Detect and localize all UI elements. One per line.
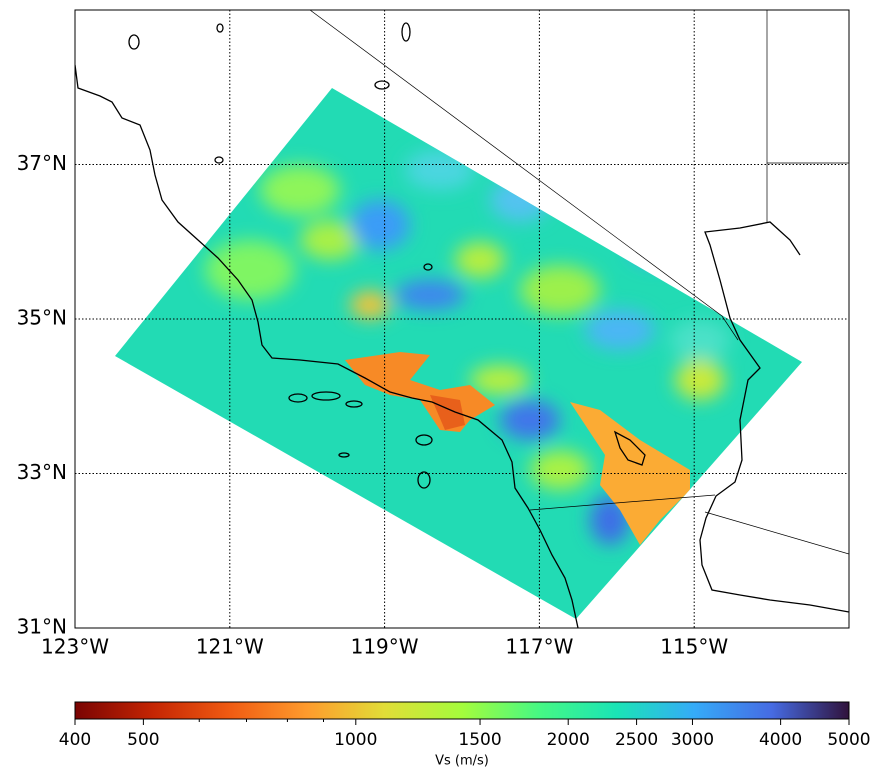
lon-tick-label: 121°W [196, 635, 264, 659]
axis-labels: 123°W 121°W 119°W 117°W 115°W 31°N 33°N 35°N 37°… [17, 151, 729, 659]
colorbar [74, 701, 850, 720]
lon-tick-label: 123°W [41, 635, 109, 659]
political-borders [309, 10, 849, 555]
colorbar-tick-label: 5000 [827, 730, 870, 750]
map-area [75, 10, 849, 628]
lat-tick-label: 33°N [17, 460, 67, 484]
colorbar-label: Vs (m/s) [435, 754, 489, 769]
colorbar-ticks: 400 500 1000 1500 2000 2500 3000 4000 5000 [59, 719, 871, 750]
colorbar-tick-label: 3000 [671, 730, 714, 750]
coastline [75, 64, 579, 628]
salton-sea [613, 430, 646, 466]
grid [74, 10, 849, 629]
colorbar-tick-label: 4000 [759, 730, 802, 750]
islands [128, 22, 433, 489]
colorbar-tick-label: 2500 [615, 730, 658, 750]
colorbar-tick-label: 400 [59, 730, 91, 750]
colorbar-tick-label: 1500 [458, 730, 501, 750]
velocity-field [205, 150, 730, 545]
lon-tick-label: 119°W [351, 635, 419, 659]
coastline-east [699, 221, 849, 613]
colorbar-tick-label: 1000 [334, 730, 377, 750]
lon-tick-label: 117°W [505, 635, 573, 659]
colorbar-tick-label: 500 [127, 730, 159, 750]
colorbar-tick-label: 2000 [547, 730, 590, 750]
lat-tick-label: 37°N [17, 151, 67, 175]
lat-tick-label: 31°N [17, 615, 67, 639]
lon-tick-label: 115°W [660, 635, 728, 659]
lat-tick-label: 35°N [17, 306, 67, 330]
map-frame [74, 9, 850, 629]
